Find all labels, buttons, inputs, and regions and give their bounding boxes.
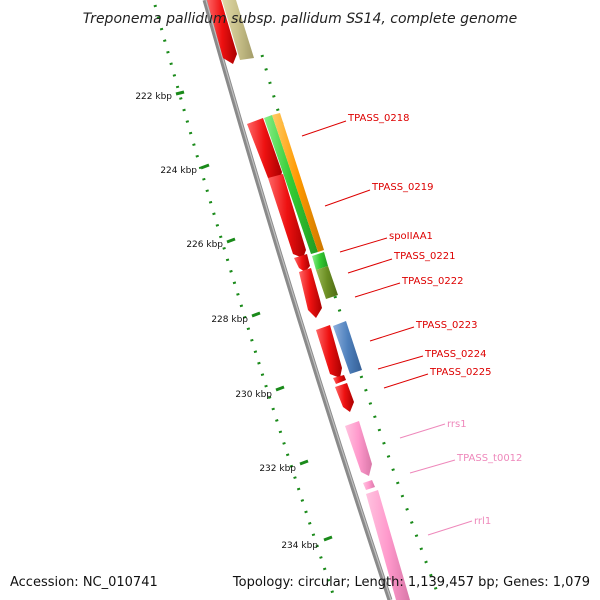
gene-label-tpass-0221: TPASS_0221 [393,251,455,262]
tick-label-224: 224 kbp [160,166,197,176]
gene-feature [268,174,306,258]
leader-line [369,326,415,342]
gene-label-tpass-0222: TPASS_0222 [401,276,463,287]
tick-label-226: 226 kbp [186,240,223,250]
leader-line [383,373,429,389]
gene-feature [316,325,342,378]
gene-label-rrs1: rrs1 [447,419,467,430]
genome-summary-text: Topology: circular; Length: 1,139,457 bp… [232,575,590,590]
gene-feature [333,321,362,374]
ruler-tick [251,311,261,318]
gene-labels: TPASS_0218 TPASS_0219 spoIIAA1 TPASS_022… [347,113,522,527]
leader-line [301,120,347,137]
gene-feature [345,421,372,476]
gene-label-rrl1: rrl1 [474,516,491,527]
tick-label-230: 230 kbp [235,390,272,400]
gene-feature [299,268,322,318]
ruler-tick [275,385,285,392]
ruler-tick [299,459,309,466]
gene-feature [272,113,324,252]
gene-feature [264,115,318,254]
gene-label-tpass-0218: TPASS_0218 [347,113,409,124]
ruler-tick [175,90,185,96]
gene-label-tpass-0224: TPASS_0224 [424,349,486,360]
leader-line [347,258,393,274]
leader-line [409,459,456,474]
gene-feature [247,118,282,182]
map-title: Treponema pallidum subsp. pallidum SS14,… [83,11,518,27]
tick-label-222: 222 kbp [135,92,172,102]
gene-label-tpass-t0012: TPASS_t0012 [456,453,522,464]
leader-line [399,423,446,439]
gene-feature [335,383,354,412]
tick-label-228: 228 kbp [211,315,248,325]
leader-line [324,189,371,207]
ruler-arc [153,4,337,600]
gene-feature [222,0,254,60]
gene-feature [312,252,328,270]
gene-feature [316,266,338,299]
gene-feature [207,0,237,64]
gene-label-tpass-0225: TPASS_0225 [429,367,491,378]
gene-feature [363,480,375,490]
ruler-tick [323,535,333,542]
leader-line [354,282,401,298]
genome-backbone-highlight [205,0,392,600]
ruler-ticks [175,90,333,542]
leader-line [377,355,424,370]
label-leader-lines [301,120,473,536]
gene-label-spoiiaa1: spoIIAA1 [389,231,433,242]
tick-label-232: 232 kbp [259,464,296,474]
gene-label-tpass-0219: TPASS_0219 [371,182,433,193]
gene-feature [333,375,346,384]
ruler-tick [226,237,236,244]
leader-line [339,237,388,253]
accession-text: Accession: NC_010741 [10,575,158,590]
gene-feature [366,490,410,600]
genome-backbone [202,0,393,600]
gene-label-tpass-0223: TPASS_0223 [415,320,477,331]
ruler-tick [200,163,210,170]
gene-feature [294,254,310,272]
ruler-tick-labels: 222 kbp 224 kbp 226 kbp 228 kbp 230 kbp … [135,92,318,551]
leader-line [427,520,473,536]
tick-label-234: 234 kbp [281,541,318,551]
gene-features [207,0,410,600]
